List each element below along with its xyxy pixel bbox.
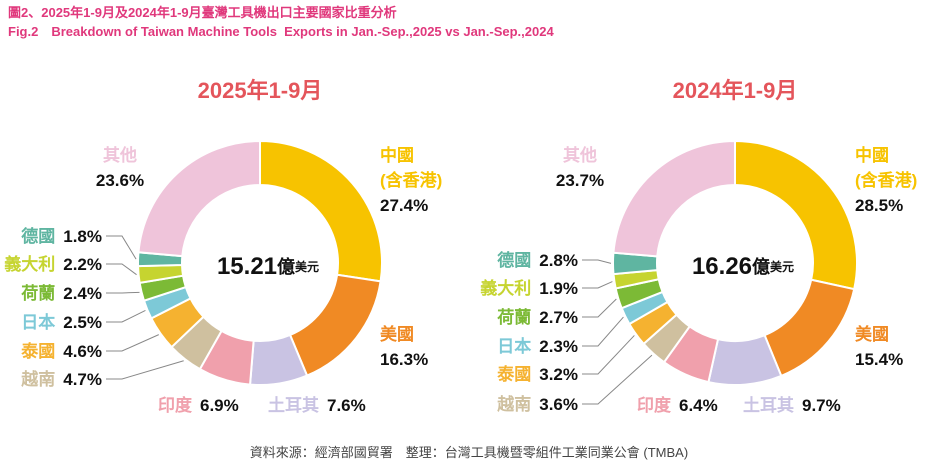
segment-label: 越南 4.7% [21, 367, 102, 392]
source: 資料來源：經濟部國貿署 整理：台灣工具機暨零組件工業同業公會 (TMBA) [249, 445, 689, 460]
value-label: 2.8% [539, 251, 578, 270]
segment-label: 泰國 3.2% [497, 362, 578, 387]
segment-label: 德國 1.8% [21, 224, 102, 249]
value-label: 2.7% [539, 308, 578, 327]
donut-segment [612, 139, 736, 258]
donut-segment [734, 139, 858, 291]
segment-label: 美國 15.4% [855, 322, 903, 372]
category-name: 義大利 [480, 279, 532, 298]
segment-label: 德國 2.8% [497, 248, 578, 273]
segment-label: 其他 23.7% [556, 143, 604, 193]
value-label: 2.3% [539, 337, 578, 356]
leader-line [582, 259, 612, 264]
donut-segment [137, 139, 261, 258]
category-name: 荷蘭 [497, 308, 532, 327]
segment-label: 中國 (含香港) 28.5% [855, 143, 917, 218]
segment-label: 土耳其 7.6% [268, 393, 366, 418]
chart-title: 2024年1-9月 [673, 78, 798, 103]
value-label: 1.9% [539, 279, 578, 298]
category-name: 土耳其 [743, 396, 794, 415]
value-label: 2.2% [63, 255, 102, 274]
segment-label: 荷蘭 2.7% [497, 305, 578, 330]
value-label: 7.6% [327, 396, 366, 415]
category-name: 越南 [497, 395, 532, 414]
value-label: 3.6% [539, 395, 578, 414]
segment-label: 土耳其 9.7% [743, 393, 841, 418]
category-name: 中國 (含香港) [855, 146, 918, 190]
category-name: 日本 [21, 313, 56, 332]
donut-segment [288, 273, 382, 377]
segment-label: 日本 2.5% [21, 310, 102, 335]
category-name: 日本 [497, 337, 532, 356]
category-name: 德國 [21, 227, 56, 246]
value-label: 6.9% [200, 396, 239, 415]
value-label: 15.4% [855, 350, 904, 369]
segment-label: 日本 2.3% [497, 334, 578, 359]
value-label: 23.7% [555, 171, 605, 190]
category-name: 印度 [158, 396, 192, 415]
total-unit: 億 [752, 256, 770, 277]
segment-label: 荷蘭 2.4% [21, 281, 102, 306]
leader-line [106, 291, 140, 294]
value-label: 2.5% [63, 313, 102, 332]
leader-line [106, 310, 146, 323]
category-name: 中國 (含香港) [380, 146, 443, 190]
category-name: 德國 [497, 251, 532, 270]
leader-line [106, 263, 137, 276]
center-total: 15.21億美元 [217, 253, 319, 280]
figure-title: 圖2、2025年1-9月及2024年1-9月臺灣工具機出口主要國家比重分析 [8, 5, 397, 20]
category-name: 其他 [102, 146, 137, 165]
leader-line [106, 235, 137, 260]
category-name: 其他 [562, 146, 597, 165]
category-name: 義大利 [4, 255, 56, 274]
value-label: 9.7% [802, 396, 841, 415]
value-label: 27.4% [380, 196, 429, 215]
leader-line [582, 335, 635, 375]
category-name: 印度 [637, 396, 671, 415]
category-name: 土耳其 [268, 396, 319, 415]
value-label: 4.6% [63, 342, 102, 361]
leader-line [106, 334, 159, 352]
donut-segment [763, 278, 856, 378]
value-label: 23.6% [95, 171, 145, 190]
segment-label: 印度 6.4% [637, 393, 718, 418]
total-currency: 美元 [295, 259, 319, 274]
total-currency: 美元 [770, 259, 794, 274]
value-label: 16.3% [380, 350, 429, 369]
value-label: 28.5% [855, 196, 904, 215]
leader-line [582, 298, 617, 318]
leader-line [582, 316, 624, 347]
segment-label: 其他 23.6% [96, 143, 144, 193]
segment-label: 印度 6.9% [158, 393, 239, 418]
category-name: 美國 [855, 325, 889, 344]
total-value: 15.21 [217, 253, 277, 280]
segment-label: 義大利 1.9% [480, 276, 578, 301]
value-label: 1.8% [63, 227, 102, 246]
figure-subtitle: Fig.2 Breakdown of Taiwan Machine Tools … [8, 24, 554, 39]
chart-title: 2025年1-9月 [198, 78, 323, 103]
value-label: 4.7% [63, 370, 102, 389]
segment-label: 越南 3.6% [497, 392, 578, 417]
category-name: 泰國 [497, 365, 532, 384]
value-label: 3.2% [539, 365, 578, 384]
center-total: 16.26億美元 [692, 253, 794, 280]
value-label: 2.4% [63, 284, 102, 303]
leader-line [582, 354, 653, 405]
segment-label: 美國 16.3% [380, 322, 428, 372]
total-unit: 億 [277, 256, 295, 277]
category-name: 越南 [21, 370, 56, 389]
segment-label: 泰國 4.6% [21, 339, 102, 364]
total-value: 16.26 [692, 253, 752, 280]
category-name: 美國 [380, 325, 414, 344]
category-name: 泰國 [21, 342, 56, 361]
segment-label: 義大利 2.2% [4, 252, 102, 277]
category-name: 荷蘭 [21, 284, 56, 303]
value-label: 6.4% [679, 396, 718, 415]
leader-line [106, 360, 184, 380]
segment-label: 中國 (含香港) 27.4% [380, 143, 442, 218]
leader-line [582, 281, 613, 289]
